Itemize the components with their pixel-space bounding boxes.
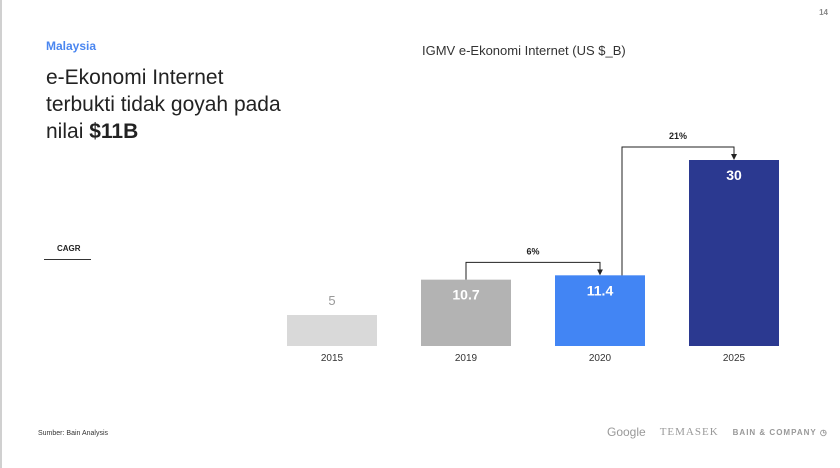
headline: e-Ekonomi Internet terbukti tidak goyah … [46, 64, 286, 145]
x-tick-2019: 2019 [455, 353, 478, 364]
bain-logo: BAIN & COMPANY ◷ [733, 428, 828, 437]
cagr-label: CAGR [57, 244, 81, 253]
bar-2015 [287, 315, 377, 346]
x-tick-2025: 2025 [723, 353, 746, 364]
cagr-label-2019-2020: 6% [526, 246, 539, 256]
data-label-2025: 30 [726, 167, 742, 183]
data-label-2020: 11.4 [587, 282, 614, 298]
x-tick-2020: 2020 [589, 353, 612, 364]
headline-bold: $11B [89, 120, 139, 143]
cagr-underline [44, 259, 91, 260]
bar-2019 [421, 279, 511, 346]
cagr-connector-2019-2020 [465, 261, 603, 280]
country-label: Malaysia [46, 39, 97, 53]
partner-logos: Google TEMASEK BAIN & COMPANY ◷ [607, 425, 828, 439]
chart-title: IGMV e-Ekonomi Internet (US $_B) [422, 43, 626, 58]
clock-icon: ◷ [819, 427, 828, 437]
page-number: 14 [819, 8, 828, 17]
data-label-2015: 5 [328, 293, 335, 308]
google-logo: Google [607, 425, 646, 439]
bar-2020 [555, 275, 645, 346]
temasek-logo: TEMASEK [659, 426, 719, 438]
left-border [0, 0, 2, 468]
bain-logo-text: BAIN & COMPANY [732, 427, 817, 437]
data-label-2019: 10.7 [452, 287, 479, 303]
x-tick-2015: 2015 [321, 353, 344, 364]
headline-text: e-Ekonomi Internet terbukti tidak goyah … [46, 66, 281, 143]
source-note: Sumber: Bain Analysis [38, 430, 109, 437]
cagr-connector-2020-2025 [621, 146, 737, 276]
bar-2025 [689, 160, 779, 346]
cagr-label-2020-2025: 21% [669, 131, 687, 141]
